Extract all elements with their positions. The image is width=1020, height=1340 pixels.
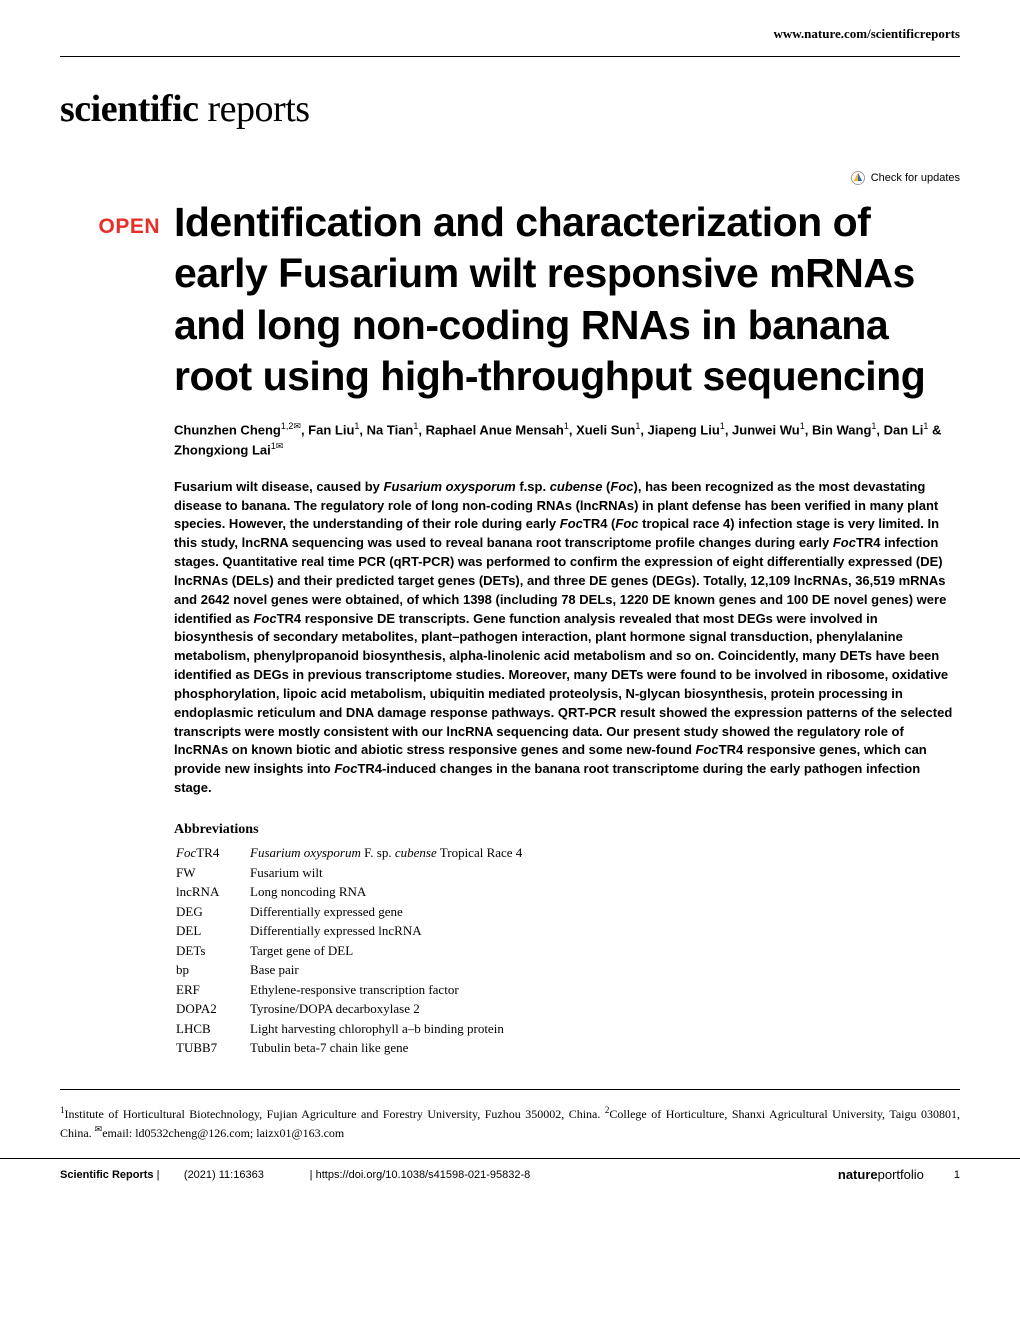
abbreviation-row: FocTR4Fusarium oxysporum F. sp. cubense … [176,844,538,862]
publisher-light: portfolio [878,1167,924,1182]
check-updates-label: Check for updates [871,172,960,184]
abbreviations-table: FocTR4Fusarium oxysporum F. sp. cubense … [174,842,540,1059]
abbreviation-row: FWFusarium wilt [176,864,538,882]
abbreviation-row: lncRNALong noncoding RNA [176,883,538,901]
journal-logo: scientific reports [0,57,1020,171]
abbreviation-term: DEL [176,922,248,940]
abbreviation-row: DETsTarget gene of DEL [176,942,538,960]
abbreviation-row: DEGDifferentially expressed gene [176,903,538,921]
abbreviation-definition: Fusarium oxysporum F. sp. cubense Tropic… [250,844,538,862]
abbreviation-row: bpBase pair [176,961,538,979]
abbreviation-definition: Fusarium wilt [250,864,538,882]
abbreviation-term: DETs [176,942,248,960]
abbreviation-definition: Tubulin beta-7 chain like gene [250,1039,538,1057]
abbreviation-definition: Ethylene-responsive transcription factor [250,981,538,999]
author-list: Chunzhen Cheng1,2✉, Fan Liu1, Na Tian1, … [174,420,960,460]
abbreviation-term: TUBB7 [176,1039,248,1057]
abbreviation-row: DOPA2Tyrosine/DOPA decarboxylase 2 [176,1000,538,1018]
abbreviation-definition: Target gene of DEL [250,942,538,960]
publisher-bold: nature [838,1167,878,1182]
header-url: www.nature.com/scientificreports [0,0,1020,56]
article-container: OPEN Identification and characterization… [0,197,1020,1059]
journal-name-light: reports [199,88,310,130]
abbreviation-definition: Differentially expressed lncRNA [250,922,538,940]
abbreviation-term: DEG [176,903,248,921]
abbreviation-term: bp [176,961,248,979]
footer-year-vol: (2021) 11:16363 [184,1169,264,1181]
abbreviation-definition: Light harvesting chlorophyll a–b binding… [250,1020,538,1038]
abbreviation-term: DOPA2 [176,1000,248,1018]
abbreviation-term: FW [176,864,248,882]
abbreviation-term: FocTR4 [176,844,248,862]
page-number: 1 [954,1169,960,1181]
abbreviation-term: lncRNA [176,883,248,901]
abbreviation-term: LHCB [176,1020,248,1038]
article-title: Identification and characterization of e… [174,197,960,402]
abbreviation-definition: Tyrosine/DOPA decarboxylase 2 [250,1000,538,1018]
abbreviation-definition: Differentially expressed gene [250,903,538,921]
abbreviation-row: TUBB7Tubulin beta-7 chain like gene [176,1039,538,1057]
footer-citation: Scientific Reports | (2021) 11:16363 | h… [60,1169,530,1181]
page-footer: Scientific Reports | (2021) 11:16363 | h… [0,1158,1020,1190]
abbreviation-definition: Long noncoding RNA [250,883,538,901]
check-updates-button[interactable]: Check for updates [60,171,960,185]
footer-journal: Scientific Reports [60,1169,154,1181]
abbreviation-row: LHCBLight harvesting chlorophyll a–b bin… [176,1020,538,1038]
abbreviation-row: DELDifferentially expressed lncRNA [176,922,538,940]
affiliations-text: 1Institute of Horticultural Biotechnolog… [60,1089,960,1142]
abbreviation-row: ERFEthylene-responsive transcription fac… [176,981,538,999]
footer-right: natureportfolio 1 [838,1167,960,1182]
main-column: Identification and characterization of e… [174,197,960,1059]
abbreviation-term: ERF [176,981,248,999]
abbreviations-heading: Abbreviations [174,822,960,838]
open-access-badge: OPEN [60,215,160,239]
journal-name-bold: scientific [60,88,199,130]
footer-doi: https://doi.org/10.1038/s41598-021-95832… [316,1169,531,1181]
left-column: OPEN [60,197,160,1059]
crossmark-icon [851,171,865,185]
abstract-text: Fusarium wilt disease, caused by Fusariu… [174,478,960,798]
abbreviation-definition: Base pair [250,961,538,979]
publisher-logo: natureportfolio [838,1167,924,1182]
